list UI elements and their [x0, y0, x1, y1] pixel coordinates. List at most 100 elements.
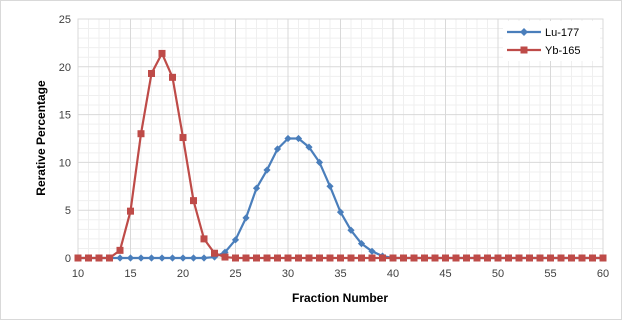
y-tick-label: 10 [59, 157, 71, 169]
data-point-yb-165 [232, 254, 239, 262]
data-point-yb-165 [242, 254, 250, 262]
data-point-yb-165 [347, 254, 355, 262]
x-tick-label: 50 [492, 268, 504, 280]
series [74, 49, 607, 262]
data-point-lu-177 [273, 145, 282, 153]
data-point-yb-165 [547, 254, 554, 262]
data-point-yb-165 [137, 130, 145, 138]
data-point-yb-165 [253, 254, 260, 262]
data-point-yb-165 [568, 254, 575, 262]
data-point-yb-165 [578, 254, 586, 262]
data-point-yb-165 [179, 134, 187, 142]
data-point-lu-177 [126, 254, 135, 262]
data-point-yb-165 [169, 73, 176, 81]
data-point-yb-165 [442, 254, 449, 262]
data-point-yb-165 [116, 246, 124, 254]
data-point-lu-177 [179, 254, 187, 262]
y-tick-label: 20 [59, 62, 71, 74]
data-point-yb-165 [274, 254, 281, 262]
data-point-lu-177 [305, 143, 313, 151]
data-point-lu-177 [336, 208, 345, 216]
data-point-yb-165 [463, 254, 470, 262]
data-point-yb-165 [95, 254, 103, 262]
data-point-lu-177 [368, 247, 376, 255]
data-point-yb-165 [211, 249, 218, 257]
data-point-yb-165 [515, 254, 523, 262]
data-point-yb-165 [400, 254, 407, 262]
data-point-yb-165 [305, 254, 313, 262]
data-point-lu-177 [158, 254, 166, 262]
x-axis-title: Fraction Number [292, 291, 388, 305]
data-point-lu-177 [284, 134, 292, 143]
data-point-yb-165 [326, 254, 334, 262]
data-point-lu-177 [137, 254, 145, 262]
legend: Lu-177 Yb-165 [503, 21, 600, 61]
data-point-lu-177 [347, 226, 355, 234]
x-tick-label: 20 [177, 268, 189, 280]
legend-label-lu-177: Lu-177 [545, 27, 579, 39]
data-point-yb-165 [599, 254, 607, 262]
x-tick-label: 15 [124, 268, 136, 280]
x-tick-label: 60 [597, 268, 609, 280]
data-point-yb-165 [368, 254, 376, 262]
data-point-yb-165 [389, 254, 397, 262]
y-tick-label: 0 [65, 253, 71, 265]
data-point-yb-165 [200, 235, 208, 243]
data-point-lu-177 [252, 184, 261, 192]
data-point-lu-177 [315, 158, 324, 166]
x-tick-label: 35 [334, 268, 346, 280]
y-tick-label: 5 [65, 205, 71, 217]
y-axis-title: Rerative Percentage [34, 80, 48, 196]
x-tick-label: 10 [72, 268, 84, 280]
data-point-yb-165 [158, 49, 166, 57]
data-point-lu-177 [263, 166, 271, 174]
y-tick-label: 15 [59, 110, 71, 122]
x-tick-label: 30 [282, 268, 294, 280]
axes: 10 15 20 25 30 35 40 45 50 55 60 0 5 10 15 20 25 [59, 14, 609, 280]
data-point-yb-165 [263, 254, 271, 262]
data-point-yb-165 [379, 254, 386, 262]
legend-marker-yb-165 [520, 46, 528, 54]
data-point-yb-165 [85, 254, 92, 262]
x-tick-label: 40 [387, 268, 399, 280]
data-point-lu-177 [147, 254, 156, 262]
x-tick-label: 45 [439, 268, 451, 280]
data-point-lu-177 [242, 214, 250, 222]
legend-label-yb-165: Yb-165 [545, 45, 580, 57]
data-point-lu-177 [168, 254, 177, 262]
data-point-lu-177 [200, 254, 208, 262]
data-point-yb-165 [106, 254, 113, 262]
data-point-lu-177 [326, 182, 334, 190]
data-point-yb-165 [473, 254, 481, 262]
data-point-yb-165 [295, 254, 302, 262]
grid [77, 18, 604, 259]
data-point-yb-165 [536, 254, 544, 262]
legend-box [503, 21, 600, 61]
data-point-yb-165 [505, 254, 512, 262]
data-point-yb-165 [494, 254, 502, 262]
data-point-yb-165 [190, 197, 197, 205]
data-point-yb-165 [452, 254, 460, 262]
x-tick-label: 55 [544, 268, 556, 280]
data-point-yb-165 [431, 254, 439, 262]
data-point-yb-165 [589, 254, 596, 262]
data-point-lu-177 [231, 236, 240, 244]
data-point-lu-177 [116, 254, 124, 262]
data-point-yb-165 [526, 254, 533, 262]
x-tick-label: 25 [229, 268, 241, 280]
data-point-yb-165 [410, 254, 418, 262]
data-point-lu-177 [357, 240, 366, 248]
data-point-yb-165 [74, 254, 82, 262]
legend-marker-lu-177 [520, 28, 528, 36]
data-point-yb-165 [148, 69, 155, 77]
data-point-yb-165 [337, 254, 344, 262]
y-tick-label: 25 [59, 14, 71, 26]
data-point-yb-165 [284, 254, 292, 262]
data-point-yb-165 [557, 254, 565, 262]
data-point-yb-165 [358, 254, 365, 262]
data-point-yb-165 [484, 254, 491, 262]
data-point-yb-165 [127, 207, 134, 215]
data-point-yb-165 [221, 253, 229, 261]
